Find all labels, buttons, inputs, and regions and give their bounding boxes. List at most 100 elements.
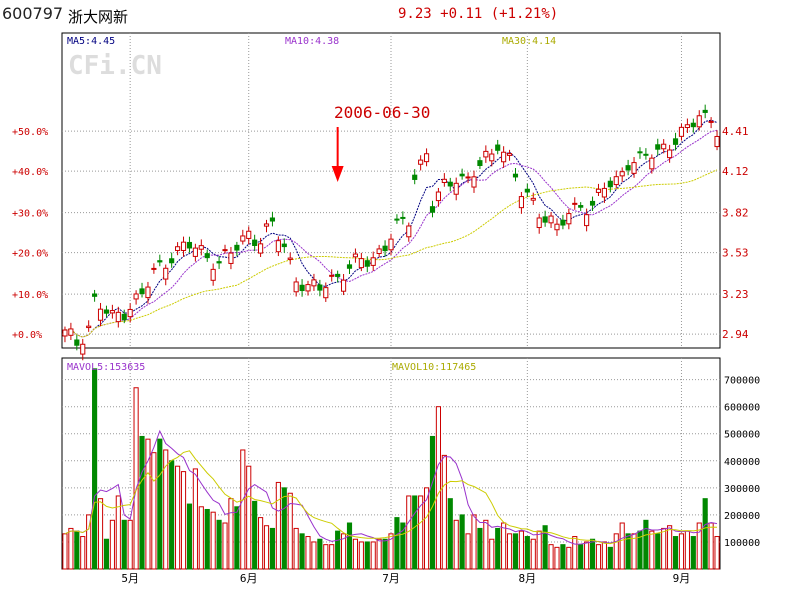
volume-bar bbox=[127, 519, 133, 570]
price-change-pct: (+1.21%) bbox=[490, 6, 559, 22]
volume-bar bbox=[672, 536, 679, 570]
price-legend-entry: MA10:4.38 bbox=[285, 36, 339, 47]
candle-body bbox=[459, 173, 465, 177]
volume-bar bbox=[370, 541, 376, 570]
candle-body bbox=[222, 249, 228, 252]
volume-bar bbox=[524, 536, 530, 570]
candle-body bbox=[625, 165, 631, 171]
candle-body bbox=[667, 149, 673, 159]
candle-body bbox=[335, 273, 341, 277]
candle-body bbox=[92, 293, 98, 297]
candle-body bbox=[103, 309, 110, 314]
stock-name: 浙大网新 bbox=[68, 8, 129, 26]
candle-body bbox=[589, 200, 596, 206]
candle-body bbox=[115, 311, 121, 323]
volume-bar bbox=[631, 533, 637, 570]
candle-body bbox=[358, 258, 364, 269]
candle-body bbox=[299, 284, 305, 292]
candle-body bbox=[216, 261, 222, 264]
volume-bar bbox=[352, 538, 359, 570]
volume-bar bbox=[518, 530, 524, 570]
ma10-line bbox=[64, 129, 718, 338]
volume-bar bbox=[578, 544, 584, 570]
grid-lines bbox=[62, 33, 720, 569]
price-tick-right: 3.82 bbox=[722, 207, 749, 220]
month-tick: 9月 bbox=[673, 572, 691, 585]
volume-bar bbox=[477, 527, 483, 570]
candle-body bbox=[518, 196, 524, 209]
candle-body bbox=[204, 253, 210, 259]
volume-bar bbox=[613, 533, 619, 570]
volume-bar bbox=[62, 533, 68, 570]
candle-body bbox=[127, 308, 133, 318]
volume-bar bbox=[554, 546, 560, 570]
candle-body bbox=[388, 238, 394, 251]
candle-body bbox=[163, 267, 169, 280]
candle-body bbox=[595, 188, 602, 193]
volume-bar bbox=[584, 541, 590, 570]
volume-bar bbox=[234, 506, 240, 570]
volume-tick: 200000 bbox=[724, 511, 760, 522]
volume-bar bbox=[317, 538, 323, 570]
candle-body bbox=[210, 268, 216, 281]
candle-body bbox=[412, 174, 418, 180]
candle-body bbox=[714, 135, 720, 148]
price-tick-right: 4.41 bbox=[722, 125, 749, 138]
candle-body bbox=[501, 151, 507, 163]
volume-bar bbox=[252, 500, 258, 570]
candle-body bbox=[572, 202, 578, 205]
volume-bar bbox=[192, 468, 198, 570]
volume-bar bbox=[305, 536, 311, 570]
candle-body bbox=[252, 239, 258, 246]
volume-bar bbox=[86, 514, 92, 570]
candle-body bbox=[423, 153, 430, 163]
candle-body bbox=[376, 248, 382, 255]
candle-body bbox=[400, 216, 406, 219]
annotation: 2006-06-30 bbox=[331, 103, 430, 182]
candle-body bbox=[341, 279, 347, 292]
last-price: 9.23 bbox=[398, 6, 432, 22]
candle-body bbox=[477, 160, 483, 166]
volume-bar bbox=[287, 492, 293, 570]
candle-body bbox=[287, 257, 293, 260]
candle-body bbox=[418, 159, 424, 165]
candle-body bbox=[631, 162, 637, 174]
volume-bar bbox=[506, 533, 513, 570]
volume-bar bbox=[358, 541, 364, 570]
volume-legend-entry: MAVOL10:117465 bbox=[392, 362, 476, 373]
volume-bar bbox=[548, 544, 554, 570]
volume-bar bbox=[607, 546, 613, 570]
volume-bar bbox=[228, 498, 234, 570]
volume-bar bbox=[335, 530, 341, 570]
volume-bar bbox=[210, 511, 216, 570]
candle-body bbox=[68, 328, 74, 336]
volume-bar bbox=[435, 406, 441, 570]
volume-bar bbox=[453, 519, 459, 570]
candle-body bbox=[637, 151, 643, 154]
volume-bar bbox=[601, 541, 607, 570]
volume-bar bbox=[121, 519, 127, 570]
candle-body bbox=[246, 230, 252, 239]
price-tick-left: +40.0% bbox=[12, 167, 48, 178]
candle-body bbox=[62, 329, 68, 337]
candle-body bbox=[429, 206, 436, 213]
volume-bar bbox=[667, 525, 673, 570]
candle-body bbox=[619, 171, 625, 177]
candle-body bbox=[281, 243, 287, 248]
price-tick-left: +30.0% bbox=[12, 209, 48, 220]
candle-body bbox=[601, 187, 607, 198]
volume-bar bbox=[655, 533, 661, 570]
candle-body bbox=[447, 181, 453, 187]
price-tick-right: 2.94 bbox=[722, 328, 749, 341]
volume-bar bbox=[115, 495, 121, 570]
axis-labels: +50.0% 4.41 +40.0% 4.12 +30.0% 3.82 +20.0% 3.53… bbox=[12, 36, 760, 585]
candle-body bbox=[441, 178, 447, 183]
volume-bar bbox=[269, 527, 276, 570]
candle-body bbox=[74, 339, 80, 346]
volume-bar bbox=[400, 522, 406, 570]
price-legend-entry: MA30:4.14 bbox=[502, 36, 556, 47]
candle-body bbox=[234, 244, 240, 251]
candle-body bbox=[169, 258, 175, 264]
